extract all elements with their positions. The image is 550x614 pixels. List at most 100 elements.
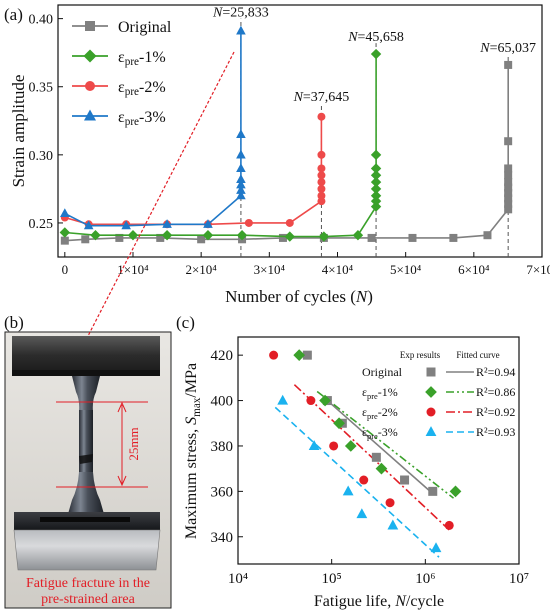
data-point — [370, 176, 382, 188]
data-point — [60, 236, 69, 245]
legend-marker — [83, 49, 97, 63]
x-tick-label: 7×10⁴ — [526, 262, 550, 277]
panel-c-xlabel: Fatigue life, N/cycle — [314, 593, 444, 610]
legend-marker — [425, 426, 437, 437]
data-point — [121, 220, 131, 230]
data-point — [317, 150, 326, 159]
legend-marker — [84, 109, 96, 121]
data-point — [504, 60, 513, 69]
photo-caption-line2: pre-strained area — [41, 592, 135, 607]
x-tick-label: 3×10⁴ — [254, 262, 286, 277]
panel-c-legend: Exp results Fitted curve Original R²=0.94 εp… — [362, 350, 515, 441]
data-point — [333, 417, 345, 430]
panel-c-fitted-curves — [274, 384, 455, 558]
data-point — [370, 190, 382, 201]
data-point — [408, 233, 417, 242]
y-tick-label: 0.40 — [29, 13, 54, 28]
base-block — [13, 529, 161, 571]
legend-marker — [426, 367, 436, 377]
series-2 — [60, 112, 326, 229]
data-point — [449, 485, 462, 498]
data-point — [370, 183, 382, 195]
gauge-arrow-up — [117, 401, 127, 413]
data-point — [293, 349, 306, 362]
panel-a-series — [59, 25, 513, 245]
data-point — [504, 183, 513, 192]
data-point — [504, 199, 513, 208]
x-tick-label: 2×10⁴ — [185, 262, 217, 277]
data-point — [342, 485, 354, 496]
x-tick-label: 6×10⁴ — [458, 262, 490, 277]
data-point — [302, 350, 312, 360]
data-point — [329, 441, 339, 451]
data-point — [370, 170, 382, 181]
data-point — [356, 508, 368, 519]
data-point — [236, 149, 246, 159]
data-point — [83, 220, 94, 230]
panel-a-annotations: N=25,833 N=37,645 N=45,658 N=65,037 — [212, 6, 536, 105]
y-tick-label: 0.30 — [29, 149, 54, 164]
data-point — [504, 137, 513, 146]
data-point — [236, 25, 246, 35]
legend-marker — [85, 81, 95, 91]
legend-marker — [426, 407, 436, 417]
data-point — [504, 205, 513, 214]
panel-a-plot-frame — [57, 4, 543, 258]
series-1 — [59, 48, 382, 242]
panel-a-label: (a) — [4, 5, 23, 24]
x-tick-label: 5×10⁴ — [390, 262, 422, 277]
data-point — [504, 164, 513, 173]
legend-label: εpre-1% — [118, 49, 166, 68]
y-tick-label: 400 — [211, 394, 234, 410]
data-point — [344, 440, 357, 452]
data-point — [504, 194, 513, 203]
fitted-curve — [274, 406, 440, 558]
legend-label: εpre-2% — [118, 79, 166, 98]
data-point — [236, 174, 246, 183]
data-point — [278, 233, 287, 242]
x-tick-label: 10⁶ — [415, 571, 435, 587]
legend-header-exp: Exp results — [400, 350, 441, 360]
data-point — [370, 48, 382, 60]
data-point — [319, 394, 331, 407]
data-point — [317, 178, 326, 187]
fitted-curve — [326, 399, 434, 495]
data-point — [202, 230, 214, 241]
upper-grip-lower-face — [12, 370, 160, 376]
legend-r2: R²=0.94 — [476, 365, 515, 379]
data-point — [115, 233, 124, 242]
x-tick-label: 10⁴ — [228, 571, 248, 587]
legend-label: εpre-3% — [362, 425, 398, 441]
data-point — [370, 149, 382, 161]
x-tick-label: 1×10⁴ — [117, 262, 149, 277]
sn-series-2 — [269, 350, 454, 530]
data-point — [375, 462, 388, 475]
data-point — [370, 163, 382, 174]
y-tick-label: 340 — [211, 530, 234, 546]
series-3 — [60, 25, 246, 230]
x-tick-label: 0 — [62, 262, 69, 277]
y-tick-label: 0.25 — [29, 217, 54, 232]
data-point — [60, 208, 70, 218]
upper-grip — [12, 336, 160, 374]
data-point — [244, 218, 253, 227]
series-0 — [60, 60, 513, 245]
panel-b-specimen-photo: (b) 25mm Fatigue fracture in the pre-str… — [4, 313, 172, 609]
data-point — [504, 178, 513, 187]
legend-label: εpre-1% — [362, 385, 398, 401]
data-point — [359, 475, 369, 485]
data-point — [127, 230, 139, 241]
data-point — [269, 350, 279, 360]
data-point — [236, 190, 246, 200]
y-tick-label: 420 — [211, 348, 234, 364]
data-point — [317, 191, 326, 200]
gauge-length-label: 25mm — [126, 427, 141, 460]
series-line — [64, 54, 377, 238]
lower-clamp-slot — [40, 517, 130, 522]
data-point — [90, 230, 101, 241]
failure-annotation: N=45,658 — [347, 30, 404, 45]
panel-c-label: (c) — [176, 313, 195, 332]
data-point — [317, 164, 326, 173]
data-point — [284, 231, 295, 242]
